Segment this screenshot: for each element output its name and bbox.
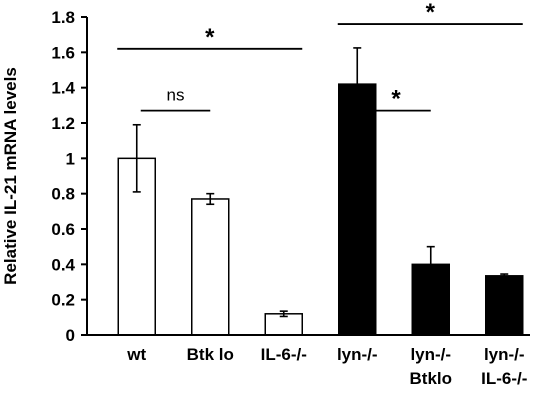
significance-label: * (391, 86, 401, 113)
bar (191, 198, 230, 336)
y-tick-label: 0.4 (51, 255, 75, 274)
bar (485, 275, 524, 336)
x-category-label: lyn-/-IL-6-/- (481, 345, 527, 388)
y-tick-label: 1 (66, 149, 75, 168)
y-tick-label: 1.6 (51, 43, 75, 62)
y-tick-label: 1.2 (51, 114, 75, 133)
x-category-label: lyn-/-Btklo (410, 345, 453, 388)
x-category-label: wt (126, 345, 146, 364)
y-tick-label: 0.2 (51, 291, 75, 310)
bars (117, 83, 524, 336)
error-bars (132, 47, 509, 318)
x-category-label: IL-6-/- (261, 345, 307, 364)
y-axis-title: Relative IL-21 mRNA levels (1, 67, 20, 285)
y-axis-ticks: 0 0.2 0.4 0.6 0.8 1 1.2 1.4 1.6 1.8 (51, 8, 87, 345)
y-tick-label: 1.4 (51, 79, 75, 98)
significance-annotations: * ns * * (117, 0, 523, 113)
y-tick-label: 1.8 (51, 8, 75, 27)
significance-label: * (426, 0, 436, 26)
y-tick-label: 0 (66, 326, 75, 345)
significance-label: * (205, 24, 215, 51)
x-category-label: lyn-/- (337, 345, 378, 364)
y-tick-label: 0.8 (51, 185, 75, 204)
x-category-label: Btk lo (187, 345, 234, 364)
x-axis-categories: wt Btk lo IL-6-/- lyn-/- lyn-/-Btklo lyn-/-IL… (126, 345, 527, 388)
bar (338, 83, 377, 336)
significance-label: ns (167, 86, 185, 105)
y-tick-label: 0.6 (51, 220, 75, 239)
